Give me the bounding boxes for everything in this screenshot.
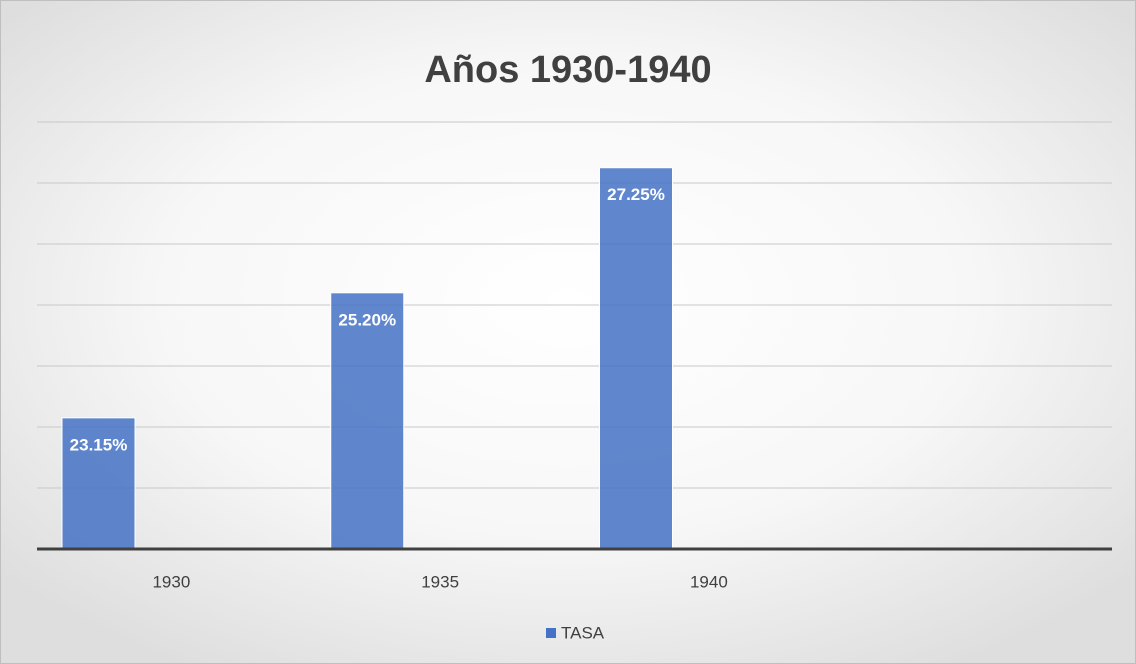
data-label: 27.25%	[607, 185, 665, 204]
data-label: 25.20%	[338, 310, 396, 329]
bar	[599, 167, 673, 550]
x-tick-label: 1940	[690, 572, 728, 591]
data-label: 23.15%	[70, 435, 128, 454]
bar	[330, 292, 405, 550]
x-tick-label: 1930	[152, 572, 190, 591]
chart-title: Años 1930-1940	[424, 49, 711, 91]
legend-swatch	[546, 628, 556, 638]
x-tick-label: 1935	[421, 572, 459, 591]
legend-label: TASA	[561, 623, 605, 642]
